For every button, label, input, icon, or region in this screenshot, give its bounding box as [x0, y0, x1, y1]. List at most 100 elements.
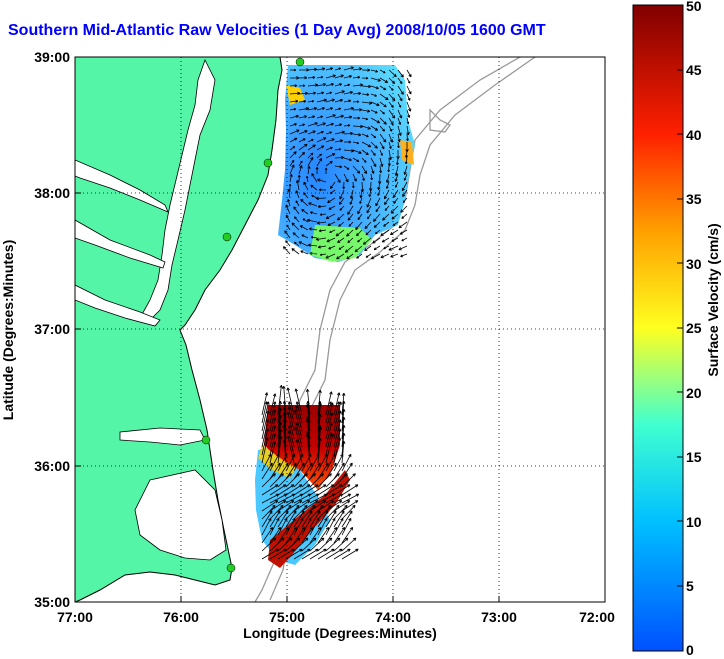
velocity-arrow	[305, 433, 311, 464]
velocity-arrow	[282, 400, 287, 424]
velocity-arrow	[282, 385, 287, 416]
velocity-arrow	[325, 114, 336, 119]
velocity-arrow	[397, 125, 402, 136]
gridlines	[75, 57, 605, 602]
velocity-arrow	[317, 548, 335, 560]
velocity-arrow	[337, 213, 345, 221]
velocity-arrow	[333, 504, 348, 520]
velocity-arrow	[385, 173, 390, 184]
velocity-arrow	[298, 241, 309, 247]
velocity-arrow	[397, 77, 403, 85]
velocity-arrow	[261, 392, 269, 416]
velocity-arrow	[406, 85, 412, 95]
south-hot-tail	[268, 470, 350, 568]
velocity-arrow	[361, 149, 369, 156]
velocity-arrow	[282, 439, 287, 464]
velocity-arrow	[317, 437, 322, 464]
velocity-arrow	[295, 401, 303, 424]
velocity-arrow	[334, 130, 346, 135]
velocity-arrow	[334, 83, 342, 87]
velocity-arrow	[301, 493, 320, 504]
velocity-arrow	[289, 84, 298, 88]
velocity-arrow	[269, 393, 277, 416]
velocity-arrow	[334, 114, 344, 119]
velocity-arrow	[298, 165, 303, 175]
velocity-arrow	[326, 237, 336, 243]
velocity-arrow	[325, 253, 336, 259]
velocity-arrow	[352, 157, 360, 163]
velocity-arrow	[317, 517, 328, 536]
velocity-arrow	[379, 149, 383, 156]
velocity-arrow	[310, 236, 318, 239]
velocity-arrow	[293, 462, 305, 480]
velocity-arrow	[293, 493, 312, 504]
velocity-arrow	[269, 526, 282, 544]
velocity-arrow	[289, 173, 293, 183]
velocity-arrow	[325, 462, 337, 480]
velocity-arrow	[303, 181, 309, 191]
velocity-arrow	[388, 149, 392, 161]
velocity-arrow	[379, 69, 386, 74]
velocity-arrow	[343, 106, 355, 111]
velocity-arrow	[348, 221, 354, 227]
velocity-arrow	[269, 453, 280, 472]
velocity-arrow	[315, 196, 327, 201]
velocity-arrow	[325, 153, 336, 159]
velocity-arrow	[319, 253, 327, 257]
velocity-arrow	[325, 473, 340, 488]
colorbar-tick-label: 40	[686, 127, 702, 143]
velocity-arrow	[370, 125, 379, 131]
velocity-arrow	[287, 401, 295, 424]
velocity-arrow	[298, 160, 303, 167]
velocity-arrow	[269, 493, 288, 504]
velocity-arrow	[361, 125, 371, 130]
velocity-arrow	[292, 232, 300, 239]
velocity-arrow	[307, 76, 316, 79]
velocity-arrow	[338, 221, 345, 227]
velocity-arrow	[352, 165, 361, 174]
radar-station	[222, 232, 232, 242]
potomac-river	[75, 159, 169, 213]
velocity-arrow	[398, 221, 408, 229]
velocity-arrow	[361, 93, 370, 96]
velocity-arrow	[289, 164, 295, 175]
velocity-arrow	[336, 253, 345, 260]
velocity-arrow	[361, 101, 373, 105]
velocity-arrow	[293, 206, 300, 215]
velocity-arrow	[325, 433, 334, 464]
colorbar-tick-label: 10	[686, 514, 702, 530]
velocity-arrow	[301, 537, 317, 552]
y-tick-label: 39:00	[34, 49, 70, 65]
velocity-arrow	[333, 484, 351, 496]
velocity-arrow	[307, 83, 319, 87]
velocity-arrow	[309, 211, 318, 215]
velocity-arrow	[301, 548, 319, 560]
velocity-arrow	[309, 484, 327, 496]
velocity-arrow	[316, 157, 323, 167]
velocity-arrow	[298, 76, 308, 80]
velocity-arrow	[269, 510, 281, 528]
velocity-arrow	[334, 74, 344, 79]
velocity-arrow	[397, 133, 401, 143]
velocity-arrow	[316, 115, 324, 119]
velocity-arrow	[325, 493, 344, 504]
y-axis-label: Latitude (Degrees:Minutes)	[0, 240, 16, 420]
velocity-arrow	[341, 432, 346, 456]
velocity-arrow	[346, 229, 354, 237]
velocity-arrow	[373, 221, 381, 228]
velocity-arrow	[365, 229, 372, 236]
colorbar-tick-label: 5	[686, 578, 694, 594]
velocity-arrow	[316, 137, 327, 143]
radar-station	[201, 435, 211, 445]
velocity-arrow	[406, 109, 411, 118]
velocity-arrow	[366, 205, 372, 214]
velocity-arrow	[298, 91, 309, 96]
velocity-arrow	[285, 214, 291, 223]
velocity-arrow	[307, 152, 314, 159]
x-tick-label: 74:00	[375, 609, 411, 625]
velocity-arrow	[261, 517, 272, 536]
velocity-arrow	[329, 229, 336, 234]
velocity-arrow	[293, 548, 311, 560]
velocity-arrow	[301, 504, 316, 520]
